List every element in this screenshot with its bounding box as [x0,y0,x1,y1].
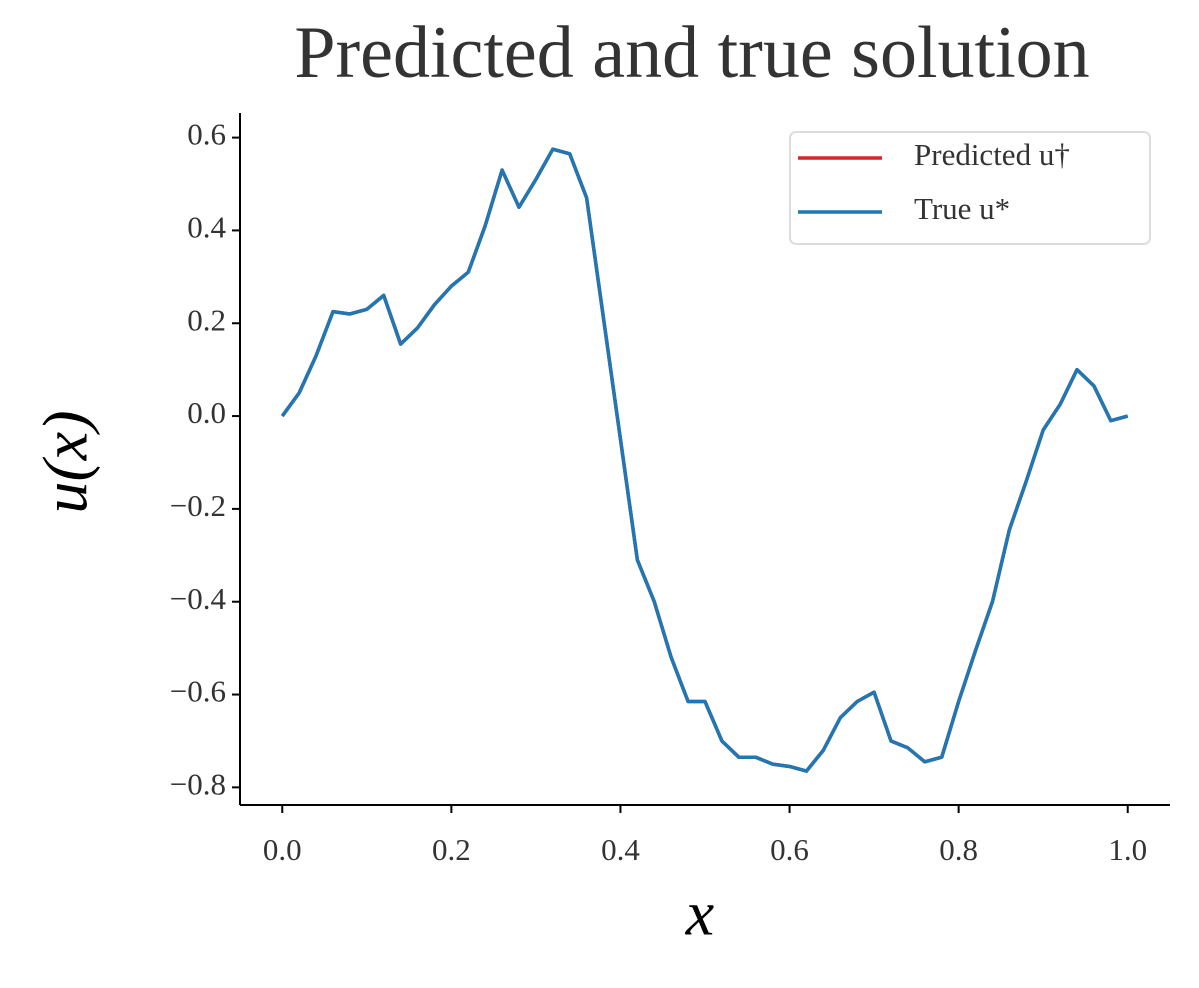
x-tick-label: 0.6 [770,832,809,867]
y-tick-label: −0.8 [170,766,226,801]
legend-label: True u* [914,191,1010,226]
legend-label: Predicted u† [914,137,1070,172]
y-tick-label: −0.6 [170,674,226,709]
legend: Predicted u† True u* [789,131,1151,245]
legend-frame [789,131,1151,245]
y-tick-label: 0.6 [187,117,226,152]
series-line [280,147,1129,773]
y-tick-label: −0.4 [170,581,227,616]
x-tick-label: 0.4 [601,832,640,867]
x-tick-label: 0.8 [939,832,978,867]
y-axis-label: u(x) [30,410,101,513]
y-tick-label: 0.2 [187,302,226,337]
y-tick-label: −0.2 [170,488,226,523]
x-tick-label: 0.2 [432,832,471,867]
x-tick-label: 1.0 [1108,832,1147,867]
chart-title: Predicted and true solution [294,12,1089,94]
y-tick-label: 0.4 [187,210,226,245]
x-axis-label: x [685,878,714,949]
x-tick-label: 0.0 [263,832,302,867]
y-tick-label: 0.0 [187,395,226,430]
